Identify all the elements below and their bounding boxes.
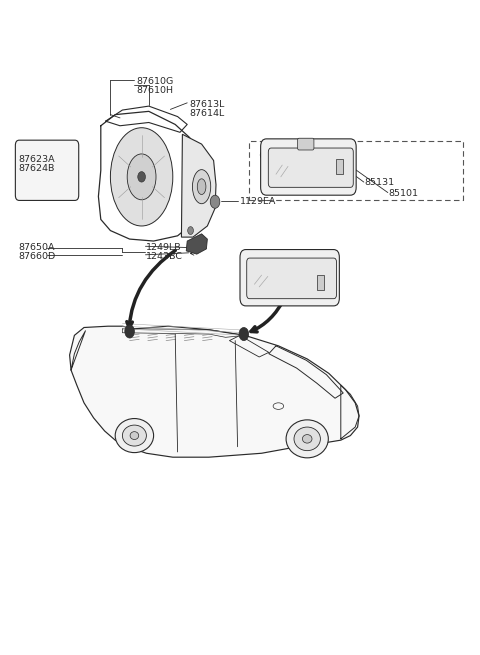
Text: 87624B: 87624B <box>18 164 55 173</box>
Ellipse shape <box>286 420 328 458</box>
Circle shape <box>138 172 145 182</box>
Text: LINK SYSTEM): LINK SYSTEM) <box>258 160 323 169</box>
FancyBboxPatch shape <box>268 148 353 187</box>
Text: 87610H: 87610H <box>137 86 174 95</box>
Ellipse shape <box>110 128 173 226</box>
Circle shape <box>210 195 220 208</box>
Ellipse shape <box>122 425 146 446</box>
Polygon shape <box>70 326 359 457</box>
Text: 87650A: 87650A <box>18 243 55 252</box>
Text: 1249LB: 1249LB <box>146 243 182 252</box>
Ellipse shape <box>294 427 321 451</box>
FancyBboxPatch shape <box>247 258 336 299</box>
Polygon shape <box>186 234 207 254</box>
Bar <box>317 275 324 290</box>
FancyBboxPatch shape <box>15 140 79 200</box>
Text: (W/ECM+HOME: (W/ECM+HOME <box>258 151 331 160</box>
Text: 1129EA: 1129EA <box>240 196 276 206</box>
Text: 87610G: 87610G <box>137 77 174 86</box>
Text: 85101: 85101 <box>283 277 313 286</box>
Polygon shape <box>181 134 216 237</box>
Ellipse shape <box>192 170 211 204</box>
Ellipse shape <box>115 419 154 453</box>
Circle shape <box>125 325 134 338</box>
Bar <box>336 159 343 174</box>
Text: 87613L: 87613L <box>190 100 225 109</box>
Text: 87614L: 87614L <box>190 109 225 118</box>
FancyBboxPatch shape <box>240 250 339 306</box>
Ellipse shape <box>127 154 156 200</box>
Ellipse shape <box>130 432 139 440</box>
Ellipse shape <box>197 179 206 195</box>
Ellipse shape <box>302 435 312 443</box>
Text: 1243BC: 1243BC <box>146 252 183 261</box>
Text: 85101: 85101 <box>389 189 419 198</box>
Circle shape <box>188 227 193 234</box>
FancyBboxPatch shape <box>298 138 314 150</box>
Text: 85131: 85131 <box>365 178 395 187</box>
Text: 87623A: 87623A <box>18 155 55 164</box>
Circle shape <box>239 328 249 341</box>
FancyBboxPatch shape <box>261 139 356 195</box>
Text: 87660D: 87660D <box>18 252 56 261</box>
